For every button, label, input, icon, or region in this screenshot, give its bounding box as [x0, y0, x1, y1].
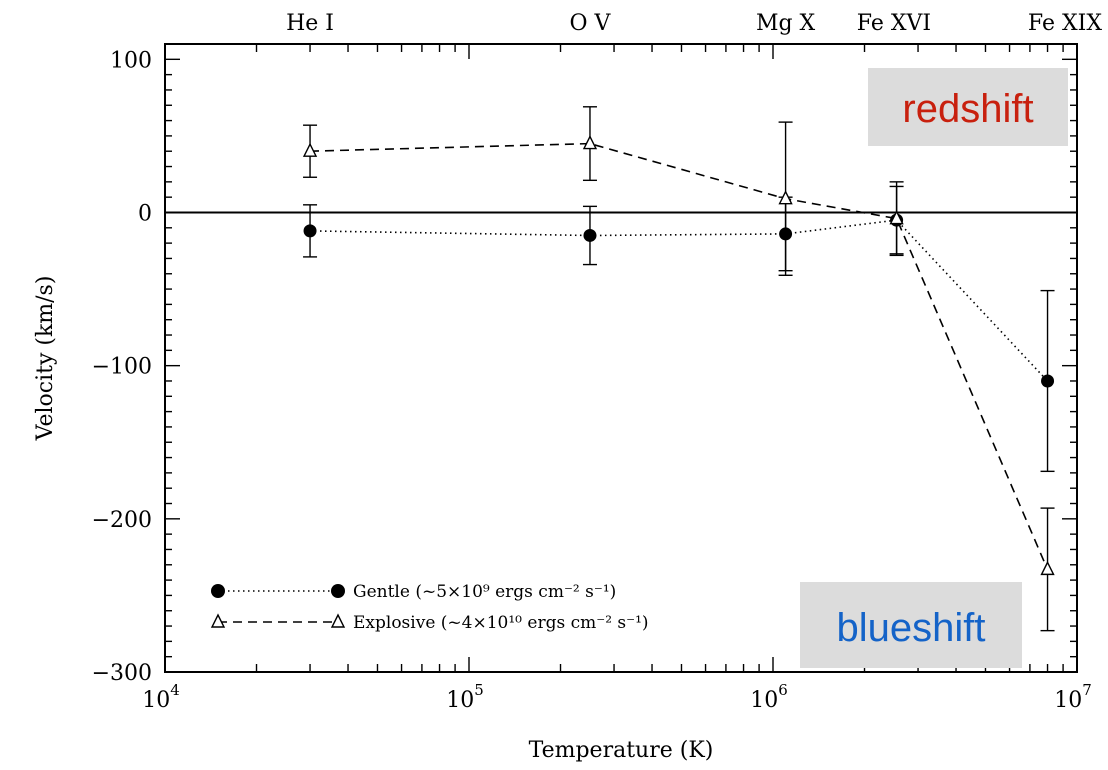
blueshift-callout: blueshift: [800, 582, 1022, 668]
explosive-point: [582, 134, 598, 150]
redshift-label: redshift: [902, 87, 1033, 131]
explosive-point: [889, 210, 904, 225]
ion-label: Fe XVI: [857, 11, 931, 36]
series-lines: [309, 142, 1049, 570]
legend-gentle-marker: [211, 584, 225, 598]
gentle-point: [1041, 374, 1055, 388]
y-tick-label: 100: [110, 48, 152, 73]
plot-frame: [164, 43, 1078, 673]
ion-label: O V: [570, 11, 612, 36]
y-tick-label: −200: [92, 508, 152, 533]
legend-explosive-marker: [330, 613, 346, 628]
legend-gentle-label: Gentle (~5×10⁹ ergs cm⁻² s⁻¹): [353, 582, 616, 602]
blueshift-label: blueshift: [837, 606, 986, 650]
legend: Gentle (~5×10⁹ ergs cm⁻² s⁻¹) Explosive …: [210, 582, 649, 633]
data-markers: [302, 134, 1055, 576]
explosive-point: [1040, 560, 1055, 576]
redshift-callout: redshift: [868, 68, 1068, 146]
gentle-point: [779, 227, 793, 241]
explosive-point: [302, 142, 318, 157]
x-tick-label: 104: [142, 681, 180, 713]
x-tick-labels: 104 105 106 107: [142, 681, 1092, 713]
redshift-callout-background: [868, 68, 1068, 146]
ion-label: He I: [286, 11, 334, 36]
gentle-point: [583, 228, 597, 242]
x-tick-label: 106: [750, 681, 788, 713]
ion-label: Fe XIX: [1028, 11, 1102, 36]
y-tick-labels: 100 0 −100 −200 −300: [92, 48, 152, 686]
explosive-point: [778, 190, 793, 205]
legend-gentle: Gentle (~5×10⁹ ergs cm⁻² s⁻¹): [211, 582, 616, 602]
blueshift-callout-background: [800, 582, 1022, 668]
x-tick-label: 105: [446, 681, 484, 713]
gentle-point: [303, 224, 317, 238]
y-tick-label: −300: [92, 661, 152, 686]
x-axis-title: Temperature (K): [529, 738, 714, 763]
legend-explosive: Explosive (~4×10¹⁰ ergs cm⁻² s⁻¹): [210, 613, 649, 633]
error-bars: [303, 106, 1055, 632]
ion-label: Mg X: [756, 11, 816, 36]
legend-explosive-label: Explosive (~4×10¹⁰ ergs cm⁻² s⁻¹): [353, 613, 649, 633]
y-axis-title: Velocity (km/s): [33, 276, 58, 442]
legend-gentle-marker: [331, 584, 345, 598]
gentle-series-line: [309, 219, 1049, 382]
explosive-series-line: [309, 142, 1049, 570]
y-tick-label: −100: [92, 355, 152, 380]
x-tick-label: 107: [1054, 681, 1092, 713]
y-tick-label: 0: [138, 201, 152, 226]
legend-explosive-marker: [210, 613, 226, 628]
axis-ticks: [164, 43, 1077, 673]
ion-labels: He I O V Mg X Fe XVI Fe XIX: [286, 11, 1102, 36]
